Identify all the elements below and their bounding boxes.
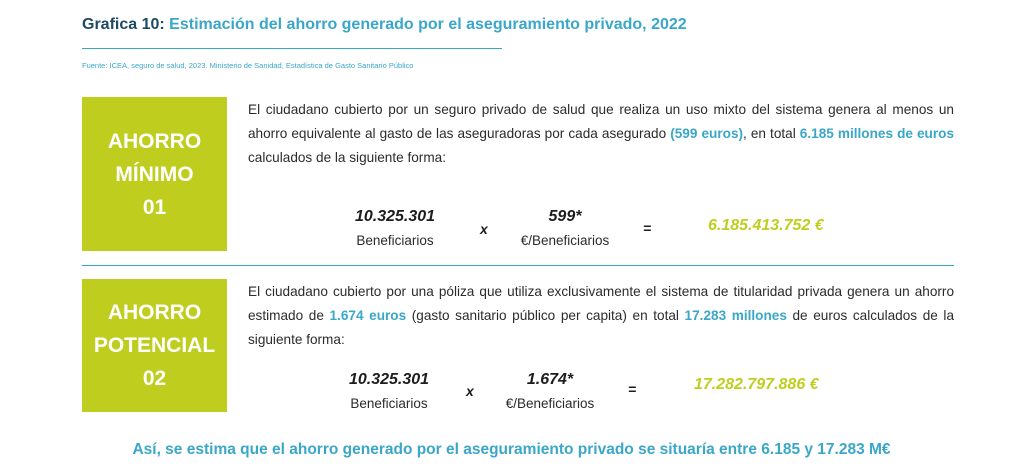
conclusion-text: Así, se estima que el ahorro generado po…: [132, 441, 891, 458]
savings-potential-description: El ciudadano cubierto por una póliza que…: [248, 280, 954, 352]
highlight-amount: 1.674 euros: [329, 308, 407, 323]
beneficiaries-value: 10.325.301: [348, 371, 430, 388]
description-text: (gasto sanitario público per capita) en …: [406, 308, 685, 323]
equals-sign: =: [628, 381, 637, 397]
beneficiaries-label: Beneficiarios: [350, 396, 428, 411]
beneficiaries-label: Beneficiarios: [356, 233, 434, 248]
description-text: El ciudadano cubierto por un seguro priv…: [248, 102, 954, 141]
box-line-2: MÍNIMO: [115, 162, 194, 186]
beneficiaries-value: 10.325.301: [354, 208, 436, 225]
savings-potential-result: 17.282.797.886 €: [694, 376, 819, 393]
title-underline: [82, 48, 502, 49]
description-text: de euros calculados de la siguiente form…: [248, 308, 954, 347]
source-note: Fuente: ICEA, seguro de salud, 2023. Min…: [82, 61, 414, 70]
per-capita-label: €/Beneficiarios: [520, 233, 610, 248]
equals-sign: =: [643, 220, 652, 236]
multiply-sign: x: [466, 383, 474, 399]
figure-title-text: Estimación del ahorro generado por el as…: [169, 16, 687, 33]
savings-minimum-result: 6.185.413.752 €: [708, 217, 824, 234]
description-text: , en total: [743, 126, 800, 141]
box-line-1: AHORRO: [107, 129, 202, 153]
highlight-amount: (599 euros): [670, 126, 744, 141]
per-capita-value: 599*: [548, 208, 582, 225]
highlight-total: 6.185 millones de euros: [799, 126, 955, 141]
box-line-3: 02: [142, 367, 167, 390]
description-text: calculados de la siguiente forma:: [248, 150, 446, 165]
multiply-sign: x: [480, 221, 488, 237]
section-divider: [82, 265, 954, 266]
box-line-3: 01: [142, 195, 167, 219]
savings-minimum-description: El ciudadano cubierto por un seguro priv…: [248, 98, 954, 170]
savings-minimum-box: AHORRO MÍNIMO 01: [82, 97, 227, 251]
figure-title: Grafica 10: Estimación del ahorro genera…: [82, 16, 687, 34]
highlight-total: 17.283 millones: [684, 308, 787, 323]
description-text: El ciudadano cubierto por una póliza que…: [248, 284, 954, 323]
figure-label: Grafica 10:: [82, 16, 165, 33]
savings-potential-box: AHORRO POTENCIAL 02: [82, 279, 227, 412]
per-capita-label: €/Beneficiarios: [505, 396, 595, 411]
box-line-1: AHORRO: [107, 301, 202, 324]
per-capita-value: 1.674*: [526, 371, 574, 388]
box-line-2: POTENCIAL: [93, 334, 216, 357]
